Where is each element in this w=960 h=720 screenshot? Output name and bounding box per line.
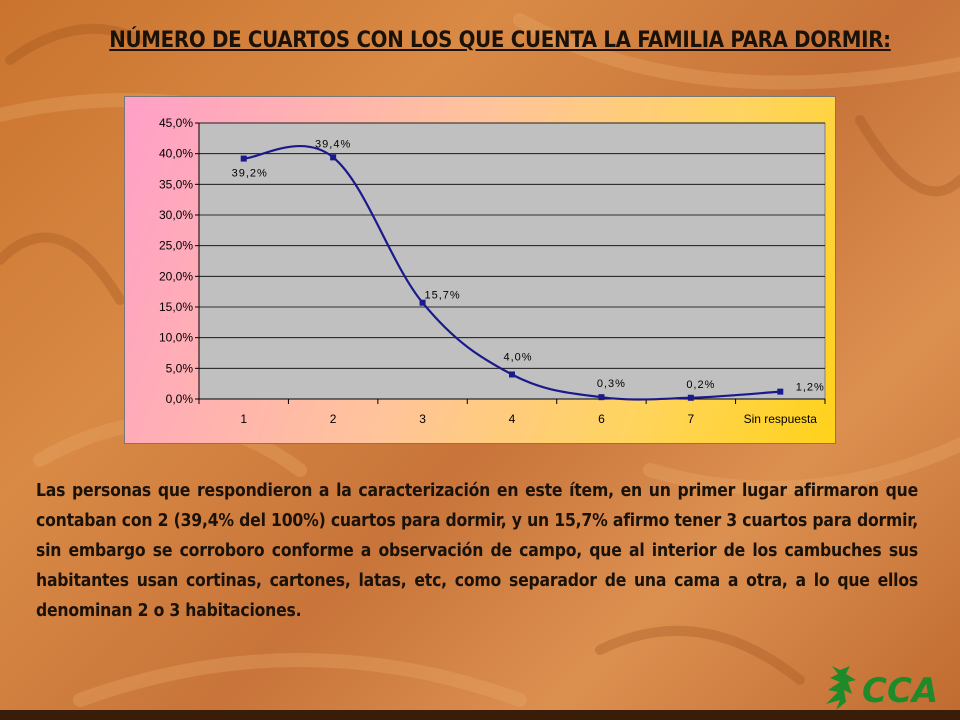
y-tick-label: 15,0%	[159, 300, 193, 314]
data-point	[240, 155, 247, 162]
data-point	[598, 394, 605, 401]
data-label: 39,2%	[232, 168, 268, 180]
data-label: 1,2%	[796, 382, 825, 394]
x-tick-label: 3	[419, 412, 426, 426]
x-tick-label: 7	[688, 412, 695, 426]
description-paragraph: Las personas que respondieron a la carac…	[36, 481, 918, 621]
data-label: 0,2%	[686, 379, 715, 391]
plot-area	[198, 122, 826, 400]
data-point	[687, 394, 694, 401]
data-point	[419, 299, 426, 306]
x-tick-label: 1	[240, 412, 247, 426]
y-tick-label: 40,0%	[159, 147, 193, 161]
data-label: 4,0%	[503, 351, 532, 363]
x-tick-label: 2	[330, 412, 337, 426]
y-tick-label: 30,0%	[159, 208, 193, 222]
data-point	[777, 388, 784, 395]
line-chart: 0,0%5,0%10,0%15,0%20,0%25,0%30,0%35,0%40…	[159, 116, 826, 426]
cca-logo: CCA	[826, 666, 938, 711]
logo-text: CCA	[862, 671, 938, 711]
leaf-icon	[826, 666, 856, 710]
x-tick-label: Sin respuesta	[744, 412, 818, 426]
y-tick-label: 20,0%	[159, 269, 193, 283]
data-label: 0,3%	[597, 378, 626, 390]
chart-panel: 0,0% 5,0% 10,0% 15,0% 20,0% 25,0% 30,0% 35,0% 40…	[124, 96, 836, 444]
y-tick-label: 5,0%	[166, 361, 194, 375]
y-tick-label: 25,0%	[159, 239, 193, 253]
x-tick-label: 4	[509, 412, 516, 426]
data-label: 15,7%	[424, 290, 460, 302]
y-tick-label: 10,0%	[159, 331, 193, 345]
x-tick-label: 6	[598, 412, 605, 426]
y-tick-label: 45,0%	[159, 116, 193, 130]
y-tick-label: 0,0%	[166, 392, 194, 406]
data-label: 39,4%	[315, 138, 351, 150]
data-point	[509, 371, 515, 378]
bottom-bar	[0, 710, 960, 720]
y-tick-label: 35,0%	[159, 177, 193, 191]
data-point	[330, 154, 337, 161]
page-title: NÚMERO DE CUARTOS CON LOS QUE CUENTA LA …	[109, 28, 891, 53]
